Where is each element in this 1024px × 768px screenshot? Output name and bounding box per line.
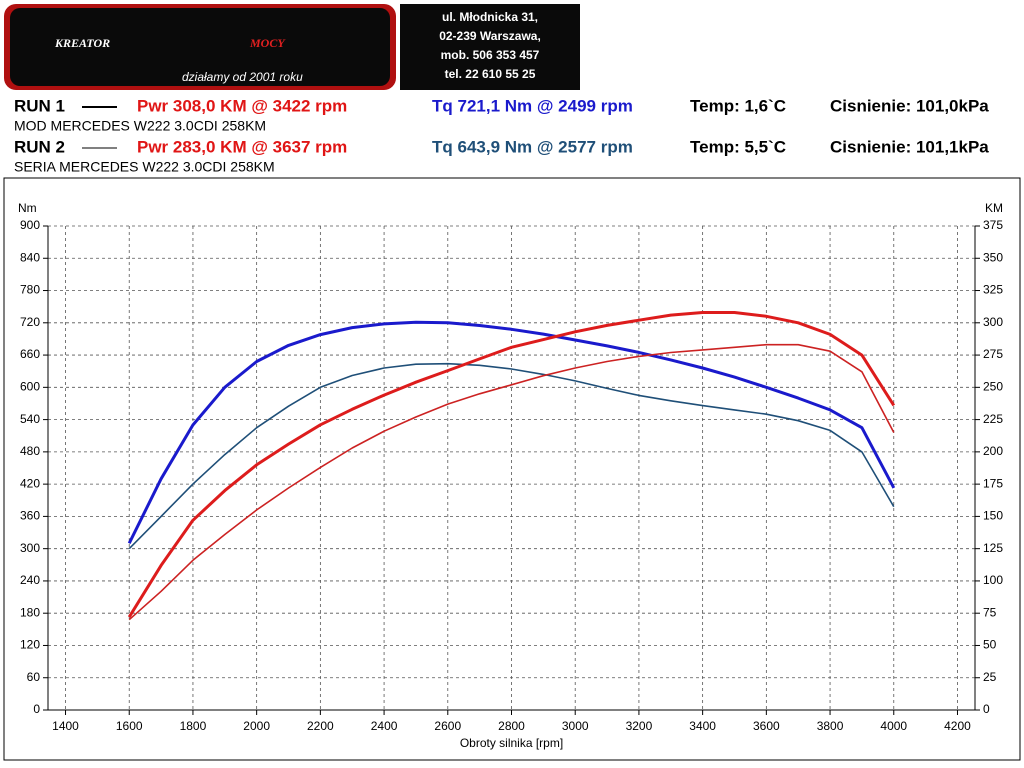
run-pressure: Cisnienie: 101,1kPa (830, 137, 989, 156)
address-box (400, 4, 580, 90)
x-tick-label: 2800 (498, 719, 525, 733)
y-tick-label: 720 (20, 315, 40, 329)
run-power: Pwr 308,0 KM @ 3422 rpm (137, 96, 347, 115)
logo-inner (10, 8, 390, 86)
y2-tick-label: 200 (983, 444, 1003, 458)
address-line: mob. 506 353 457 (441, 48, 540, 62)
x-tick-label: 3800 (817, 719, 844, 733)
logo-tagline: działamy od 2001 roku (182, 70, 303, 84)
y-tick-label: 60 (27, 670, 41, 684)
y-axis-label: Nm (18, 201, 37, 215)
x-tick-label: 3600 (753, 719, 780, 733)
x-tick-label: 3000 (562, 719, 589, 733)
y-tick-label: 540 (20, 412, 40, 426)
chart-frame (3, 177, 1021, 761)
run-car: SERIA MERCEDES W222 3.0CDI 258KM (14, 159, 275, 175)
y2-tick-label: 275 (983, 347, 1003, 361)
y-tick-label: 360 (20, 509, 40, 523)
y-tick-label: 900 (20, 218, 40, 232)
y2-tick-label: 225 (983, 412, 1003, 426)
curve (127, 320, 896, 544)
y-tick-label: 660 (20, 347, 40, 361)
y2-tick-label: 25 (983, 670, 997, 684)
y-tick-label: 780 (20, 283, 40, 297)
y2-tick-label: 100 (983, 573, 1003, 587)
y-tick-label: 480 (20, 444, 40, 458)
run-power: Pwr 283,0 KM @ 3637 rpm (137, 137, 347, 156)
y-tick-label: 600 (20, 380, 40, 394)
y2-tick-label: 150 (983, 509, 1003, 523)
address-line: ul. Młodnicka 31, (442, 10, 538, 24)
run-torque: Tq 721,1 Nm @ 2499 rpm (432, 96, 633, 115)
y2-tick-label: 350 (983, 250, 1003, 264)
y-tick-label: 0 (33, 702, 40, 716)
x-tick-label: 4000 (880, 719, 907, 733)
y2-tick-label: 75 (983, 605, 997, 619)
y2-tick-label: 325 (983, 283, 1003, 297)
x-tick-label: 1600 (116, 719, 143, 733)
y2-tick-label: 50 (983, 638, 997, 652)
y-tick-label: 120 (20, 638, 40, 652)
run-car: MOD MERCEDES W222 3.0CDI 258KM (14, 118, 266, 134)
x-axis-label: Obroty silnika [rpm] (460, 736, 563, 750)
run-temp: Temp: 5,5`C (690, 137, 786, 156)
y2-tick-label: 175 (983, 476, 1003, 490)
x-tick-label: 3200 (626, 719, 653, 733)
address-line: 02-239 Warszawa, (439, 29, 541, 43)
run-summary: RUN 1 Pwr 308,0 KM @ 3422 rpm Tq 721,1 Nm … (14, 96, 989, 174)
x-tick-label: 2600 (434, 719, 461, 733)
address-line: tel. 22 610 55 25 (445, 67, 536, 81)
curve (127, 311, 896, 618)
x-tick-label: 3400 (689, 719, 716, 733)
y-tick-label: 240 (20, 573, 40, 587)
y2-tick-label: 375 (983, 218, 1003, 232)
x-tick-label: 4200 (944, 719, 971, 733)
y2-tick-label: 125 (983, 541, 1003, 555)
y2-tick-label: 0 (983, 702, 990, 716)
x-tick-label: 1800 (180, 719, 207, 733)
address: ul. Młodnicka 31, 02-239 Warszawa, mob. 50… (439, 10, 541, 81)
y2-tick-label: 300 (983, 315, 1003, 329)
y-tick-label: 180 (20, 605, 40, 619)
run-label: RUN 2 (14, 137, 65, 156)
y-tick-label: 300 (20, 541, 40, 555)
x-tick-label: 2200 (307, 719, 334, 733)
run-torque: Tq 643,9 Nm @ 2577 rpm (432, 137, 633, 156)
y-tick-label: 420 (20, 476, 40, 490)
run-temp: Temp: 1,6`C (690, 96, 786, 115)
curve (128, 343, 895, 621)
logo-brand: KREATOR (54, 36, 110, 50)
logo-brand-2: MOCY (249, 36, 286, 50)
run-label: RUN 1 (14, 96, 65, 115)
plot: 0 60 120 180 240 300 360 420 480 540 600 660 720 780 8… (18, 201, 1003, 750)
y-tick-label: 840 (20, 250, 40, 264)
y2-axis-label: KM (985, 201, 1003, 215)
y2-tick-label: 250 (983, 380, 1003, 394)
x-tick-label: 2000 (243, 719, 270, 733)
curve (128, 362, 895, 550)
x-tick-label: 1400 (52, 719, 79, 733)
run-pressure: Cisnienie: 101,0kPa (830, 96, 989, 115)
x-tick-label: 2400 (371, 719, 398, 733)
